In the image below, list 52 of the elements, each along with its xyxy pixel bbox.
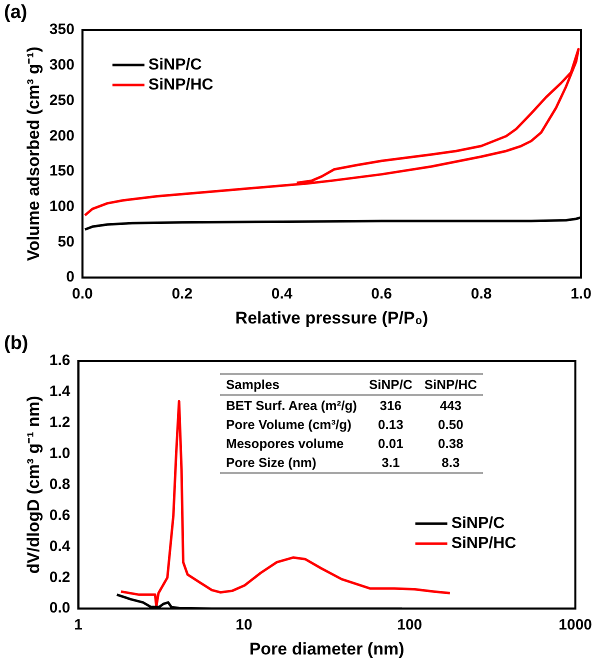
annotation: Mesopores volume [225, 435, 345, 453]
chart-title: (b) [4, 333, 28, 355]
x-tick-label: 0.4 [271, 286, 293, 303]
annotation: Pore Volume (cm³/g) [225, 416, 352, 434]
annotation: BET Surf. Area (m²/g) [225, 397, 358, 415]
y-tick-label: 1.2 [49, 414, 70, 432]
annotation: SiNP/HC [418, 374, 484, 395]
annotation: SiNP/C [362, 374, 418, 395]
chart-title: (a) [4, 2, 28, 24]
y-tick-label: 100 [49, 198, 74, 215]
annotation: 8.3 [418, 453, 484, 473]
x-tick-label: 0.8 [470, 286, 492, 303]
y-tick-label: 200 [49, 127, 74, 144]
y-tick-label: 1.4 [49, 383, 71, 400]
legend-label: SiNP/HC [148, 76, 214, 94]
y-tick-label: 1.0 [49, 444, 70, 462]
annotation: Pore Size (nm) [220, 453, 363, 473]
y-tick-label: 0.2 [49, 568, 70, 586]
x-tick-label: 1000 [558, 616, 592, 634]
y-tick-label: 1.6 [49, 352, 70, 370]
annotation: 443 [438, 397, 463, 415]
y-tick-label: 250 [49, 92, 74, 109]
y-axis-title: dV/dlogD (cm³ g⁻¹ nm) [24, 396, 43, 574]
annotation: 316 [378, 397, 402, 415]
annotation: Samples [220, 374, 363, 395]
y-tick-label: 0.8 [49, 476, 70, 493]
annotation: 3.1 [362, 453, 418, 473]
annotation: 0.50 [437, 416, 464, 434]
y-tick-label: 50 [58, 233, 74, 250]
annotation: 0.01 [377, 435, 404, 453]
y-tick-label: 150 [49, 162, 74, 180]
legend-label: SiNP/HC [451, 535, 517, 552]
annotation: 0.38 [437, 435, 464, 453]
y-tick-label: 0.6 [49, 506, 70, 524]
x-tick-label: 100 [397, 616, 422, 634]
y-tick-label: 300 [49, 56, 74, 74]
legend-label: SiNP/C [148, 56, 202, 74]
y-tick-label: 0.4 [49, 538, 71, 555]
y-tick-label: 350 [49, 21, 74, 38]
x-axis-title: Relative pressure (P/P₀) [235, 308, 428, 328]
x-tick-label: 0.0 [72, 286, 93, 303]
legend-label: SiNP/C [451, 515, 506, 532]
x-tick-label: 1.0 [570, 286, 592, 303]
y-axis-title: Volume adsorbed (cm³ g⁻¹) [24, 46, 43, 262]
annotation: 0.13 [377, 416, 404, 434]
y-tick-label: 0 [66, 268, 74, 286]
x-tick-label: 0.2 [172, 286, 193, 303]
x-tick-label: 1 [74, 616, 82, 634]
x-axis-title: Pore diameter (nm) [249, 639, 404, 658]
x-tick-label: 0.6 [371, 286, 392, 303]
x-tick-label: 10 [236, 616, 252, 634]
y-tick-label: 0.0 [49, 600, 70, 617]
